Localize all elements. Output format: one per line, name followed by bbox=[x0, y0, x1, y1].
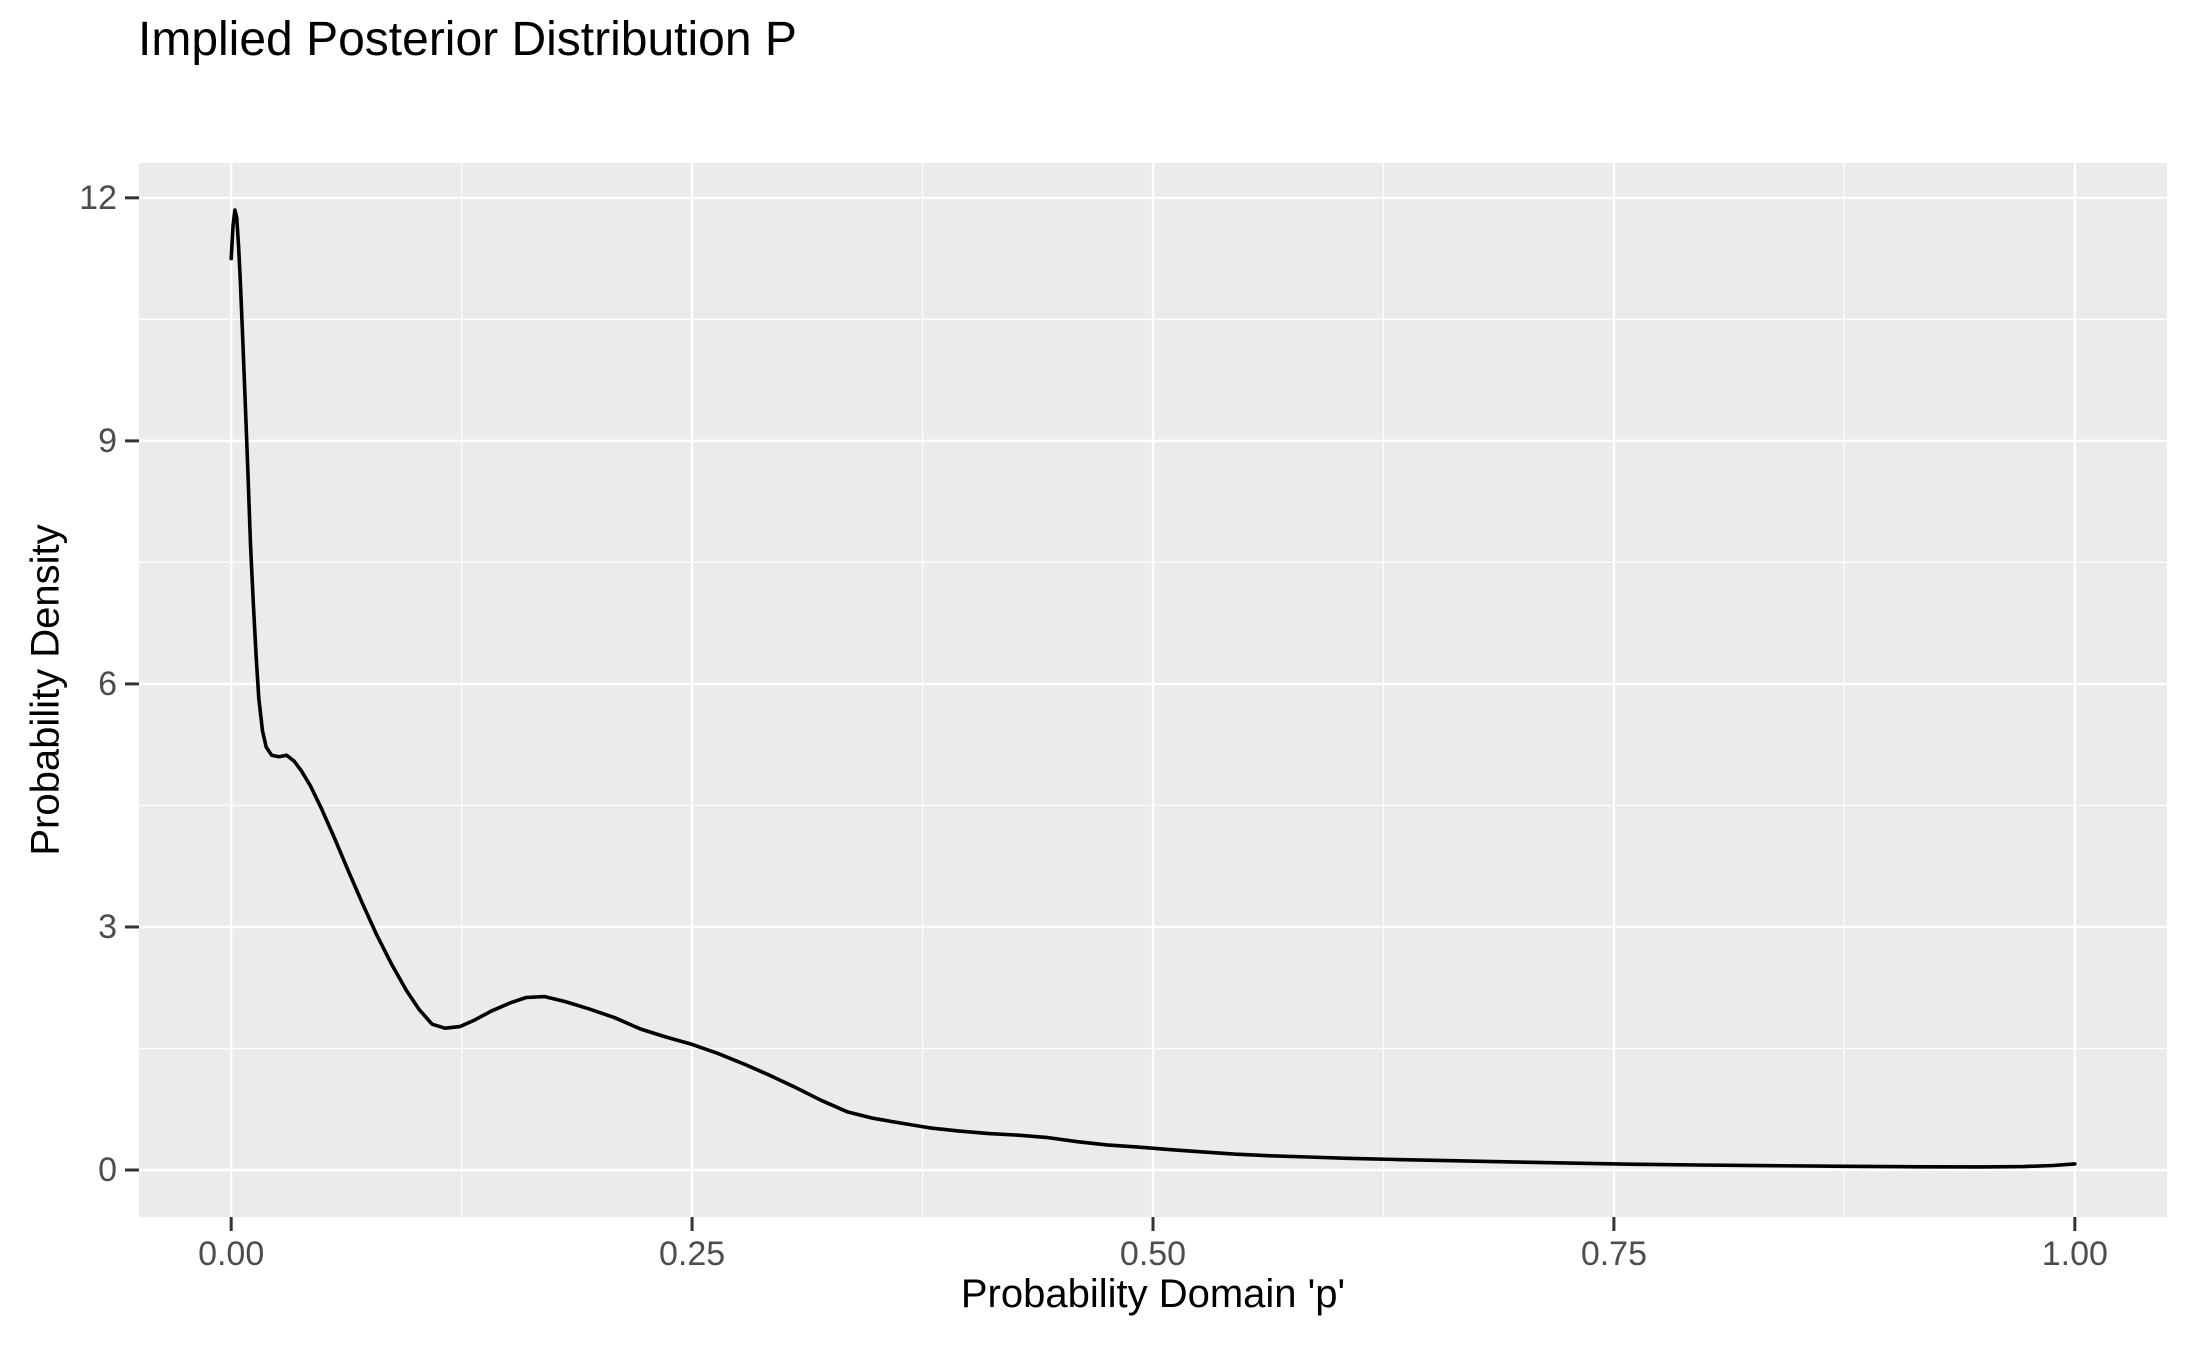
x-axis-label: Probability Domain 'p' bbox=[960, 1272, 1346, 1316]
y-tick-label: 3 bbox=[98, 908, 117, 946]
y-tick-label: 12 bbox=[79, 179, 117, 217]
y-tick-label: 6 bbox=[98, 665, 117, 703]
x-tick-label: 0.25 bbox=[659, 1235, 725, 1273]
y-tick-label: 9 bbox=[98, 422, 117, 460]
y-axis-label: Probability Density bbox=[23, 524, 68, 856]
y-tick-label: 0 bbox=[98, 1151, 117, 1189]
x-tick-label: 0.50 bbox=[1120, 1235, 1186, 1273]
chart-title: Implied Posterior Distribution P bbox=[138, 13, 797, 66]
x-tick-label: 1.00 bbox=[2042, 1235, 2108, 1273]
density-curve bbox=[229, 208, 2077, 1169]
x-tick-label: 0.75 bbox=[1581, 1235, 1647, 1273]
x-tick-label: 0.00 bbox=[198, 1235, 264, 1273]
